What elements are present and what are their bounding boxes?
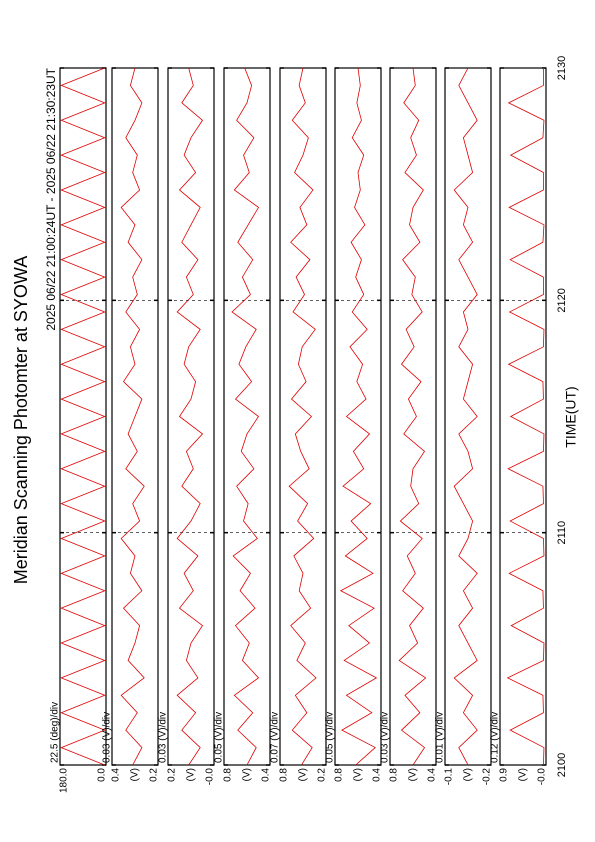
- x-tick-label: 2130: [556, 56, 568, 80]
- y-tick-label: -0.1: [444, 768, 455, 786]
- panel-scale: 0.05 (V)/div: [214, 712, 225, 763]
- y-tick-label: 0.2: [167, 768, 178, 782]
- signal-line: [288, 67, 317, 766]
- y-unit: (V): [130, 768, 141, 781]
- panel-frame: [59, 67, 107, 766]
- signal-line: [398, 67, 427, 766]
- y-tick-label: 0.4: [372, 768, 383, 782]
- x-axis-label: TIME(UT): [563, 386, 579, 447]
- y-unit: (V): [463, 768, 474, 781]
- y-tick-label: 0.8: [389, 768, 400, 782]
- signal-line: [120, 67, 145, 766]
- signal-line: [506, 68, 545, 766]
- y-tick-label: -0.0: [205, 768, 216, 786]
- panel-scale: 22.5 (deg)/div: [50, 702, 61, 763]
- y-tick-label: 0.2: [149, 768, 160, 782]
- y-unit: (V): [518, 768, 529, 781]
- y-unit: (V): [408, 768, 419, 781]
- chart-subtitle: 2025 06/22 21:00:24UT - 2025 06/22 21:30…: [44, 67, 58, 330]
- panel-scale: 0.01 (V)/div: [435, 712, 446, 763]
- y-tick-label: 0.0: [97, 768, 108, 782]
- panel-frame: [499, 67, 547, 766]
- y-tick-label: 0.8: [334, 768, 345, 782]
- panel-scale: 0.07 (V)/div: [270, 712, 281, 763]
- y-tick-label: 0.4: [427, 768, 438, 782]
- x-tick-label: 2120: [556, 288, 568, 312]
- panel-scale: 0.03 (V)/div: [102, 712, 113, 763]
- y-tick-label: 0.2: [317, 768, 328, 782]
- signal-line: [176, 67, 204, 766]
- y-tick-label: 0.4: [111, 768, 122, 782]
- signal-line: [453, 67, 478, 766]
- y-tick-label: 0.4: [261, 768, 272, 782]
- chart-title: Meridian Scanning Photomter at SYOWA: [11, 256, 31, 584]
- rotated-chart: Meridian Scanning Photomter at SYOWA 202…: [11, 56, 579, 793]
- panel-scale: 0.05 (V)/div: [325, 712, 336, 763]
- y-tick-label: 0.8: [223, 768, 234, 782]
- y-unit: (V): [242, 768, 253, 781]
- panel-scale: 0.12 (V)/div: [490, 712, 501, 763]
- y-tick-label: -0.0: [537, 768, 548, 786]
- y-unit: (V): [186, 768, 197, 781]
- x-tick-label: 2100: [556, 753, 568, 777]
- panel-scale: 0.03 (V)/div: [158, 712, 169, 763]
- y-tick-label: 0.9: [499, 768, 510, 782]
- y-tick-label: 180.0: [59, 768, 70, 793]
- y-unit: (V): [353, 768, 364, 781]
- y-tick-label: 0.8: [279, 768, 290, 782]
- x-tick-label: 2110: [556, 521, 568, 545]
- signal-line: [231, 67, 260, 766]
- signal-line: [60, 67, 106, 766]
- panel-frame: [167, 67, 215, 766]
- y-unit: (V): [298, 768, 309, 781]
- y-tick-label: -0.2: [482, 768, 493, 786]
- panel-scale: 0.03 (V)/div: [380, 712, 391, 763]
- signal-line: [339, 67, 378, 766]
